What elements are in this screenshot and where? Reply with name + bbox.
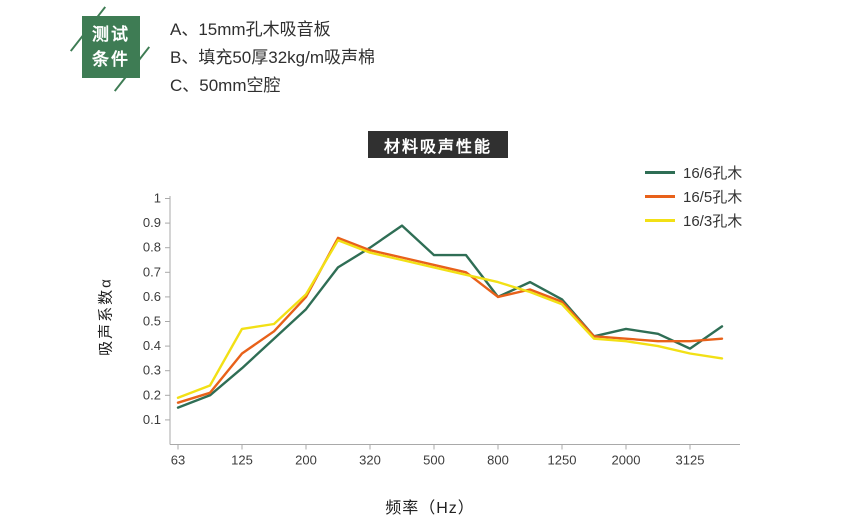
svg-text:63: 63 (171, 453, 185, 468)
legend-swatch (645, 218, 675, 222)
svg-text:0.4: 0.4 (143, 338, 161, 353)
test-conditions-badge: 测试 条件 (82, 16, 140, 78)
legend-item: 16/5孔木 (645, 184, 742, 208)
svg-text:3125: 3125 (676, 453, 705, 468)
svg-text:800: 800 (487, 453, 509, 468)
chart-title-badge: 材料吸声性能 (368, 131, 508, 158)
svg-text:500: 500 (423, 453, 445, 468)
conditions-list: A、15mm孔木吸音板 B、填充50厚32kg/m吸声棉 C、50mm空腔 (170, 16, 375, 100)
svg-text:200: 200 (295, 453, 317, 468)
svg-text:0.1: 0.1 (143, 412, 161, 427)
svg-text:0.9: 0.9 (143, 215, 161, 230)
legend-swatch (645, 170, 675, 174)
y-axis-title: 吸声系数α (97, 277, 115, 356)
condition-item: C、50mm空腔 (170, 76, 281, 95)
condition-item: A、15mm孔木吸音板 (170, 20, 331, 39)
absorption-chart: 0.1 0.2 0.3 0.4 0.5 0.6 0.7 0.8 0.9 1 63 125 200 320 5… (143, 191, 740, 468)
svg-text:0.8: 0.8 (143, 240, 161, 255)
legend-item: 16/3孔木 (645, 208, 742, 232)
legend-item: 16/6孔木 (645, 160, 742, 184)
svg-text:125: 125 (231, 453, 253, 468)
badge-line-2: 条件 (92, 50, 130, 69)
svg-text:0.6: 0.6 (143, 289, 161, 304)
svg-text:0.7: 0.7 (143, 264, 161, 279)
svg-text:0.3: 0.3 (143, 363, 161, 378)
condition-item: B、填充50厚32kg/m吸声棉 (170, 48, 375, 67)
legend-swatch (645, 194, 675, 198)
svg-text:0.2: 0.2 (143, 387, 161, 402)
legend-label: 16/5孔木 (683, 188, 743, 206)
legend: 16/6孔木 16/5孔木 16/3孔木 (645, 160, 742, 232)
svg-text:1: 1 (154, 191, 161, 206)
svg-text:2000: 2000 (612, 453, 641, 468)
badge-line-1: 测试 (92, 25, 130, 44)
legend-label: 16/3孔木 (683, 212, 743, 230)
x-axis-title: 频率（Hz） (385, 500, 475, 517)
legend-label: 16/6孔木 (683, 164, 743, 182)
svg-text:0.5: 0.5 (143, 314, 161, 329)
svg-text:1250: 1250 (548, 453, 577, 468)
svg-text:320: 320 (359, 453, 381, 468)
